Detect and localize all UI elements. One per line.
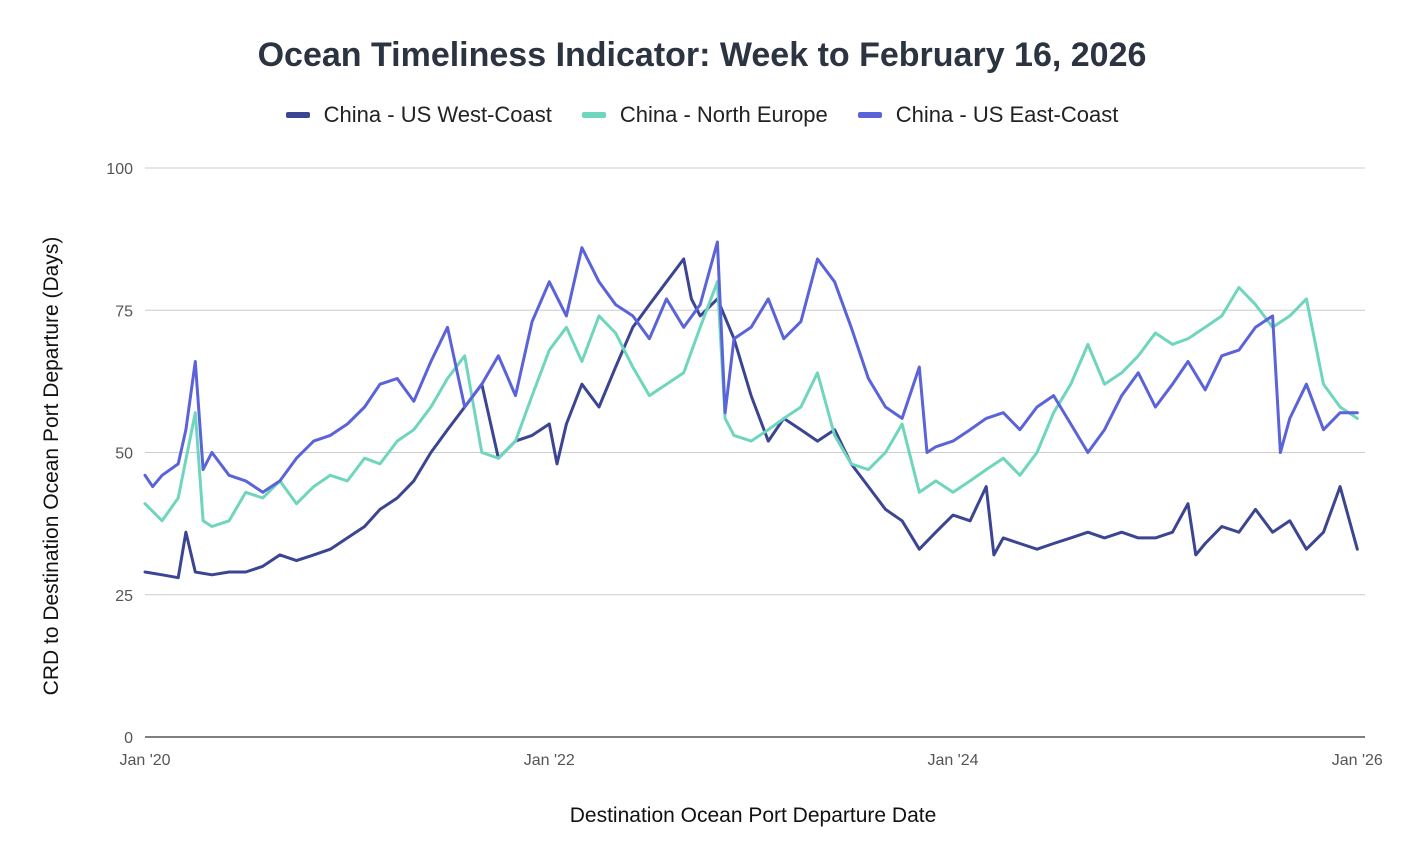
y-tick-label: 25	[115, 588, 133, 605]
series-line-east-coast[interactable]	[143, 240, 1359, 494]
y-tick-label: 50	[115, 446, 133, 463]
y-tick-label: 100	[106, 161, 133, 178]
legend-label-west-coast: China - US West-Coast	[323, 102, 552, 127]
tick-layer: 0 25 50 75 100 Jan '20 Jan '22 Jan '24 Jan '26	[106, 161, 1383, 769]
y-axis-label: CRD to Destination Ocean Port Departure …	[40, 237, 63, 696]
x-axis-label: Destination Ocean Port Departure Date	[570, 804, 937, 827]
legend-item-west-coast[interactable]: China - US West-Coast	[285, 102, 552, 128]
legend-item-north-europe[interactable]: China - North Europe	[581, 102, 828, 128]
x-tick-label: Jan '26	[1332, 752, 1383, 769]
series-line-north-europe[interactable]	[143, 280, 1359, 528]
y-tick-label: 75	[115, 303, 133, 320]
legend-label-north-europe: China - North Europe	[619, 102, 828, 127]
legend-swatch-north-europe	[581, 112, 606, 118]
x-tick-label: Jan '24	[927, 752, 978, 769]
legend-label-east-coast: China - US East-Coast	[895, 102, 1119, 127]
y-tick-label: 0	[124, 730, 133, 747]
legend-swatch-east-coast	[857, 112, 882, 118]
x-tick-label: Jan '20	[119, 752, 170, 769]
series-line-west-coast[interactable]	[143, 257, 1359, 580]
series-layer	[143, 240, 1359, 580]
chart-title: Ocean Timeliness Indicator: Week to Febr…	[257, 36, 1147, 74]
legend-swatch-west-coast	[285, 112, 310, 118]
grid-layer	[145, 167, 1365, 738]
x-tick-label: Jan '22	[524, 752, 575, 769]
legend-item-east-coast[interactable]: China - US East-Coast	[857, 102, 1119, 128]
legend: China - US West-Coast China - North Euro…	[0, 102, 1404, 128]
